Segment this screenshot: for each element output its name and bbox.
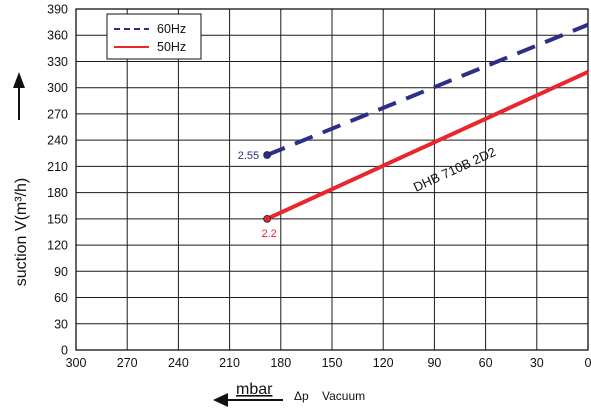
x-tick-label: 30 <box>530 356 544 370</box>
y-tick-label: 300 <box>47 81 68 95</box>
x-tick-labels: 300 270 240 210 180 150 120 90 60 30 0 <box>66 356 591 370</box>
y-tick-label: 120 <box>47 239 68 253</box>
x-tick-label: 0 <box>585 356 591 370</box>
series-start-label-50Hz: 2.2 <box>261 228 276 240</box>
legend-entry-60Hz: 60Hz <box>157 22 186 36</box>
x-tick-label: 120 <box>373 356 394 370</box>
legend-box <box>106 13 202 60</box>
x-tick-label: 150 <box>322 356 343 370</box>
y-tick-label: 0 <box>61 344 68 358</box>
x-tick-label: 90 <box>427 356 441 370</box>
series-line-60Hz <box>266 22 589 157</box>
y-tick-label: 90 <box>54 265 68 279</box>
legend: 60Hz 50Hz <box>106 13 202 60</box>
x-axis-symbol: Δp <box>294 389 309 403</box>
plot-frame <box>75 8 589 351</box>
x-axis-label: Vacuum <box>322 389 365 403</box>
y-tick-label: 210 <box>47 160 68 174</box>
x-axis-arrow-head <box>213 393 228 407</box>
x-axis-unit: mbar <box>236 381 273 398</box>
legend-entry-50Hz: 50Hz <box>157 40 186 54</box>
y-axis-arrow-head <box>13 72 25 88</box>
x-tick-label: 270 <box>117 356 138 370</box>
y-axis-label: suction V(m³/h) <box>13 178 30 286</box>
y-tick-label: 390 <box>47 3 68 17</box>
y-tick-label: 150 <box>47 212 68 226</box>
series-line-50Hz <box>266 70 589 221</box>
y-tick-label: 240 <box>47 134 68 148</box>
series-start-point-60Hz <box>263 151 272 159</box>
y-axis-label-group: suction V(m³/h) <box>13 72 30 286</box>
y-tick-labels: 0 30 60 90 120 150 180 210 240 270 300 330 360 390 <box>47 3 68 358</box>
y-tick-label: 360 <box>47 29 68 43</box>
y-tick-label: 330 <box>47 55 68 69</box>
x-tick-label: 210 <box>219 356 240 370</box>
x-tick-label: 300 <box>66 356 87 370</box>
y-tick-label: 270 <box>47 107 68 121</box>
x-tick-label: 180 <box>270 356 291 370</box>
series-lines: 2.55 2.2 <box>238 22 589 240</box>
x-axis-label-group: mbar Δp Vacuum <box>213 381 365 407</box>
grid <box>75 8 589 351</box>
x-tick-label: 240 <box>168 356 189 370</box>
x-tick-label: 60 <box>479 356 493 370</box>
series-start-label-60Hz: 2.55 <box>238 150 259 162</box>
model-annotation: DHB 710B 2D2 <box>411 144 498 195</box>
y-tick-label: 30 <box>54 317 68 331</box>
y-tick-label: 180 <box>47 186 68 200</box>
y-tick-label: 60 <box>54 291 68 305</box>
series-start-point-50Hz <box>263 214 272 223</box>
